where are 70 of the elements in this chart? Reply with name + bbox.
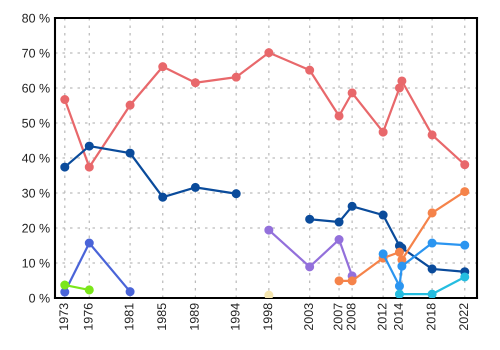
point <box>84 162 94 172</box>
point <box>428 264 437 274</box>
point <box>394 248 404 257</box>
x-tick-label: 1985 <box>157 303 166 330</box>
x-tick-label: 1976 <box>84 303 93 330</box>
point <box>264 226 274 235</box>
y-tick-label: 80 % <box>22 14 50 23</box>
x-tick-label: 2007 <box>334 303 342 330</box>
point <box>305 262 314 272</box>
point <box>264 48 274 58</box>
point <box>60 280 70 290</box>
point <box>84 238 94 248</box>
y-tick-label: 40 % <box>22 154 50 163</box>
point <box>190 182 200 192</box>
point <box>428 290 437 298</box>
point <box>264 290 274 298</box>
point <box>232 189 241 198</box>
point <box>60 162 70 172</box>
point <box>394 83 404 93</box>
point <box>126 100 135 110</box>
point <box>428 238 437 248</box>
point <box>334 111 344 121</box>
point <box>397 262 406 271</box>
x-tick-label: 1973 <box>59 303 68 330</box>
x-tick-label: 1994 <box>230 303 240 330</box>
y-tick-label: 60 % <box>22 84 50 93</box>
x-tick-label: 1998 <box>263 303 272 330</box>
y-tick-label: 70 % <box>22 48 50 58</box>
point <box>126 287 135 296</box>
x-tick-label: 2012 <box>378 303 386 330</box>
point <box>460 160 470 170</box>
x-tick-label: 2022 <box>459 303 468 330</box>
y-tick-label: 30 % <box>22 188 50 198</box>
point <box>158 62 168 72</box>
point <box>378 128 388 137</box>
x-tick-label: 2003 <box>304 303 314 330</box>
point <box>84 285 94 294</box>
point <box>428 130 437 140</box>
point <box>334 218 344 227</box>
point <box>348 202 357 211</box>
point <box>334 235 344 244</box>
point <box>394 282 404 291</box>
point <box>348 88 357 98</box>
x-tick-label: 2014 <box>394 303 403 330</box>
point <box>428 208 437 218</box>
y-tick-label: 0 % <box>29 294 50 303</box>
point <box>378 249 388 258</box>
point <box>60 95 70 104</box>
point <box>394 290 404 298</box>
point <box>232 72 241 82</box>
point <box>397 76 406 86</box>
x-tick-label: 1981 <box>124 303 134 330</box>
point <box>460 240 470 250</box>
point <box>460 187 470 196</box>
point <box>158 192 168 202</box>
x-tick-label: 1989 <box>190 303 199 330</box>
point <box>84 142 94 151</box>
point <box>460 272 470 282</box>
x-tick-label: 2008 <box>346 303 356 330</box>
x-tick-label: 2018 <box>426 303 436 330</box>
point <box>305 66 314 75</box>
point <box>378 210 388 220</box>
point <box>348 276 357 286</box>
point <box>334 276 344 286</box>
y-tick-label: 20 % <box>22 224 50 233</box>
point <box>190 78 200 88</box>
y-tick-label: 50 % <box>22 118 50 128</box>
point <box>126 148 135 158</box>
point <box>305 214 314 224</box>
y-tick-label: 10 % <box>22 258 50 268</box>
